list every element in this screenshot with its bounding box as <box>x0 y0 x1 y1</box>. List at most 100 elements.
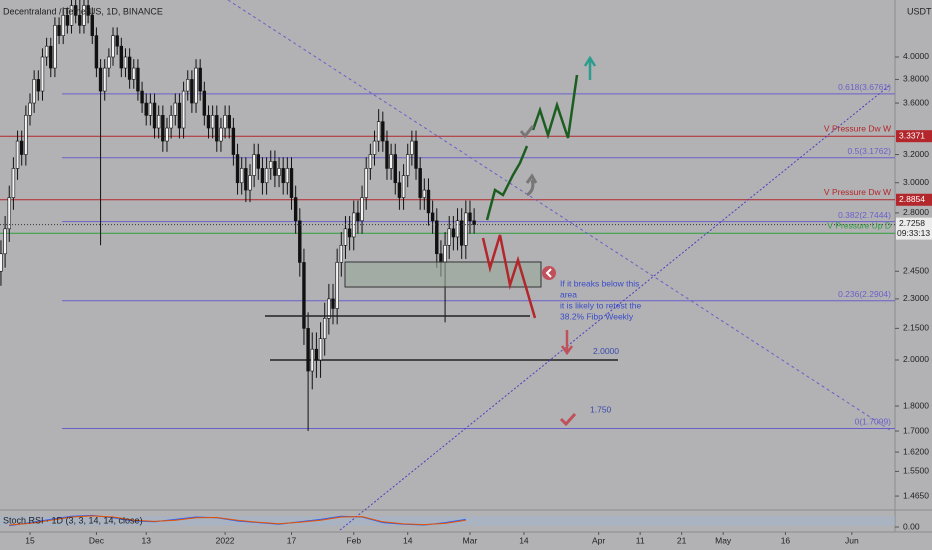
y-tick-label: 3.8000 <box>903 74 929 84</box>
candle-body <box>430 212 435 222</box>
y-tick-label: 4.0000 <box>903 51 929 61</box>
x-tick-label: 11 <box>636 535 645 545</box>
trendline-up <box>339 84 891 531</box>
candle-body <box>339 244 344 263</box>
price-badge <box>896 130 932 143</box>
fib-label: 0.5(3.1762) <box>848 146 892 156</box>
candle-body <box>389 154 393 169</box>
candle-body <box>61 15 65 36</box>
candle-body <box>455 220 460 238</box>
candle-body <box>343 228 348 246</box>
y-tick-label: 3.0000 <box>903 177 929 187</box>
y-tick-label: 2.1500 <box>903 323 929 333</box>
candle-body <box>148 102 153 116</box>
candle-body <box>111 35 115 58</box>
chart-title: Decentraland / TetherUS, 1D, BINANCE <box>3 6 163 16</box>
curved-arrow <box>525 173 538 197</box>
candle-body <box>264 168 269 184</box>
x-tick-label: Jun <box>845 535 859 545</box>
x-tick-label: 14 <box>519 535 529 545</box>
candle-body <box>356 212 360 222</box>
candle-body <box>235 154 240 184</box>
x-tick-label: 2022 <box>216 535 235 545</box>
y-tick-label: 2.4500 <box>903 266 929 276</box>
candle-body <box>464 212 468 246</box>
candle-body <box>78 15 82 26</box>
candle-body <box>107 56 111 69</box>
candle-body <box>3 228 7 255</box>
price-badge <box>896 193 932 206</box>
candle-body <box>36 79 41 92</box>
candle-body <box>281 168 285 184</box>
target-label: 1.750 <box>590 405 612 415</box>
candle-body <box>82 5 86 26</box>
x-tick-label: Apr <box>592 535 605 545</box>
candle-body <box>119 45 124 69</box>
candle-body <box>198 67 202 92</box>
y-tick-label: 1.6200 <box>903 446 929 456</box>
x-tick-label: Mar <box>463 535 478 545</box>
candle-body <box>161 115 165 142</box>
candle-body <box>293 197 298 222</box>
candle-body <box>248 175 252 191</box>
candle-body <box>472 220 476 225</box>
candle-body <box>231 127 236 155</box>
candle-body <box>285 168 290 184</box>
candle-body <box>40 56 45 92</box>
annotation: If it breaks below this <box>560 278 639 288</box>
indicator-tick-label: 0.00 <box>903 521 920 531</box>
y-tick-label: 3.6000 <box>903 97 929 107</box>
pressure-label: V Pressure Dw W <box>824 123 891 133</box>
candle-body <box>397 182 402 198</box>
candle-body <box>152 102 157 129</box>
left-arrow-glyph <box>545 268 552 278</box>
indicator-label: Stoch RSI · 1D (3, 3, 14, 14, close) <box>3 515 143 525</box>
y-tick-label: 1.4650 <box>903 490 929 500</box>
fib-label: 0.236(2.2904) <box>838 289 891 299</box>
fib-label: 0.382(2.7444) <box>838 210 891 220</box>
candle-body <box>215 115 219 142</box>
candle-body <box>381 121 385 142</box>
pressure-label: V Pressure Up D <box>827 220 891 230</box>
indicator-band <box>0 516 895 526</box>
price-badge-label: 3.3371 <box>899 130 925 140</box>
candle-body <box>210 115 215 129</box>
x-tick-label: May <box>715 535 732 545</box>
candle-body <box>277 168 281 176</box>
candle-body <box>57 25 61 36</box>
bull-path <box>485 145 529 221</box>
x-tick-label: 13 <box>141 535 151 545</box>
candle-body <box>156 115 161 129</box>
candle-body <box>65 15 70 26</box>
candle-body <box>0 253 3 272</box>
x-tick-label: 15 <box>25 535 35 545</box>
candle-body <box>410 140 414 155</box>
candle-body <box>127 56 132 80</box>
candle-body <box>7 197 11 230</box>
candle-body <box>136 67 140 92</box>
candle-body <box>306 328 310 372</box>
candle-body <box>252 154 256 176</box>
candle-body <box>73 5 78 16</box>
candle-body <box>173 102 177 116</box>
candle-body <box>368 154 373 169</box>
candle-body <box>414 140 418 169</box>
candle-body <box>181 90 186 129</box>
candle-body <box>186 79 190 92</box>
price-badge-label: 2.8854 <box>899 194 925 204</box>
x-tick-label: Dec <box>89 535 105 545</box>
candle-body <box>227 115 231 129</box>
candle-body <box>302 262 306 329</box>
check-icon <box>519 125 535 139</box>
candle-body <box>260 168 265 184</box>
candle-body <box>90 15 94 36</box>
y-tick-label: 1.8000 <box>903 400 929 410</box>
candle-body <box>49 45 53 69</box>
candle-body <box>219 127 223 142</box>
candle-body <box>98 67 103 92</box>
candle-body <box>310 348 314 372</box>
candle-body <box>331 298 335 309</box>
candle-body <box>28 102 32 116</box>
x-tick-label: 14 <box>403 535 413 545</box>
candle-body <box>459 220 464 246</box>
